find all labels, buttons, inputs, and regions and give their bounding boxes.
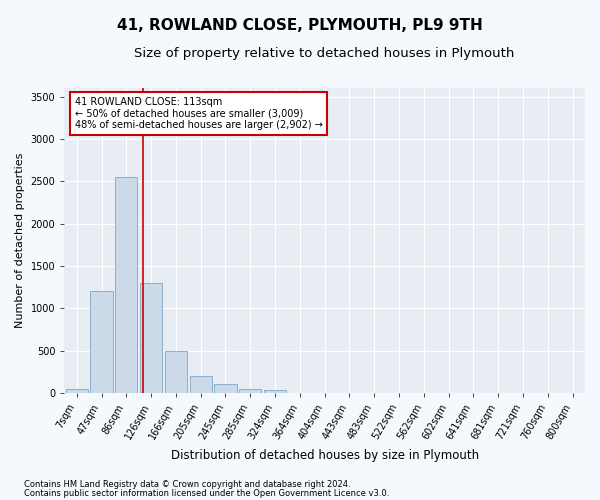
X-axis label: Distribution of detached houses by size in Plymouth: Distribution of detached houses by size … [170,450,479,462]
Bar [91,292,113,393]
Text: 41 ROWLAND CLOSE: 113sqm
← 50% of detached houses are smaller (3,009)
48% of sem: 41 ROWLAND CLOSE: 113sqm ← 50% of detach… [75,97,323,130]
Bar [165,350,187,393]
Bar [115,177,137,393]
Text: Contains public sector information licensed under the Open Government Licence v3: Contains public sector information licen… [24,488,389,498]
Text: 41, ROWLAND CLOSE, PLYMOUTH, PL9 9TH: 41, ROWLAND CLOSE, PLYMOUTH, PL9 9TH [117,18,483,32]
Bar [65,388,88,393]
Bar [214,384,236,393]
Bar [190,376,212,393]
Y-axis label: Number of detached properties: Number of detached properties [15,153,25,328]
Bar [239,388,262,393]
Bar [264,390,286,393]
Text: Contains HM Land Registry data © Crown copyright and database right 2024.: Contains HM Land Registry data © Crown c… [24,480,350,489]
Title: Size of property relative to detached houses in Plymouth: Size of property relative to detached ho… [134,48,515,60]
Bar [140,283,162,393]
